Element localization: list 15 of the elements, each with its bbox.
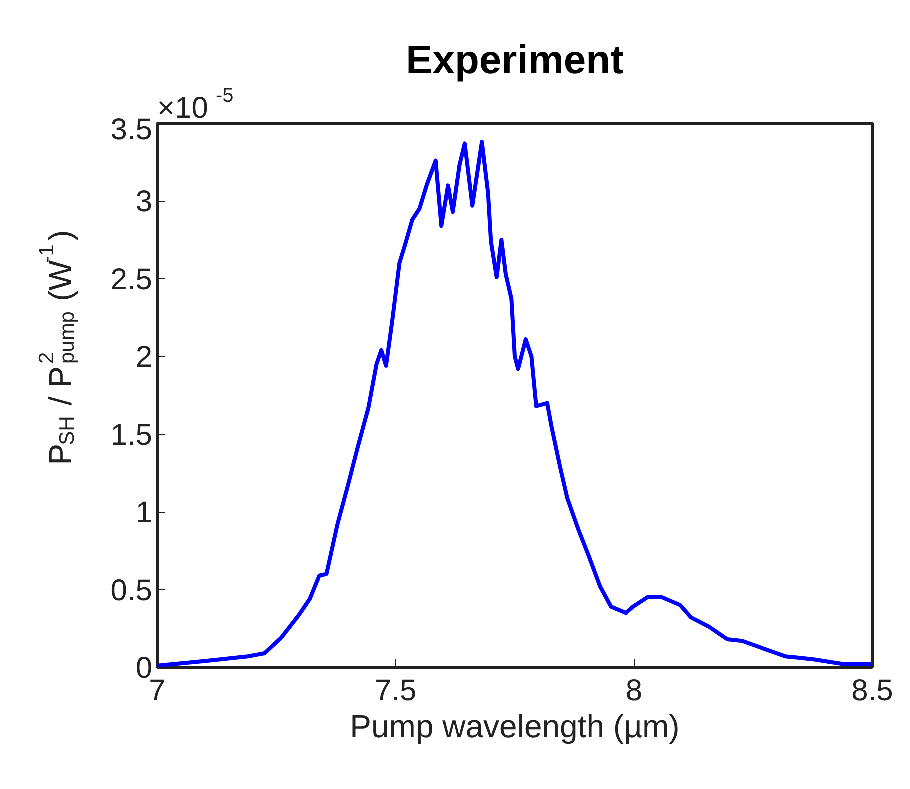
annotation: ×10-5 bbox=[158, 85, 234, 125]
y-tick-label: 0.5 bbox=[110, 574, 153, 608]
x-tick-label: 8.5 bbox=[852, 674, 894, 708]
x-axis-title: Pump wavelength (µm) bbox=[350, 708, 680, 744]
y-tick-label: 1.5 bbox=[110, 418, 153, 452]
chart-title: Experiment bbox=[406, 38, 624, 82]
y-axis-title: PSH / P2pump (W-1) bbox=[36, 230, 80, 466]
y-tick-label: 1 bbox=[136, 496, 153, 530]
x-tick-label: 7 bbox=[149, 674, 166, 708]
x-tick-label: 8 bbox=[626, 674, 643, 708]
y-tick-label: 2 bbox=[136, 341, 153, 374]
y-tick-label: 3 bbox=[136, 186, 153, 219]
y-tick-label: 3.5 bbox=[110, 114, 153, 146]
y-tick-label: 2.5 bbox=[110, 263, 153, 296]
x-tick-label: 7.5 bbox=[374, 674, 417, 708]
